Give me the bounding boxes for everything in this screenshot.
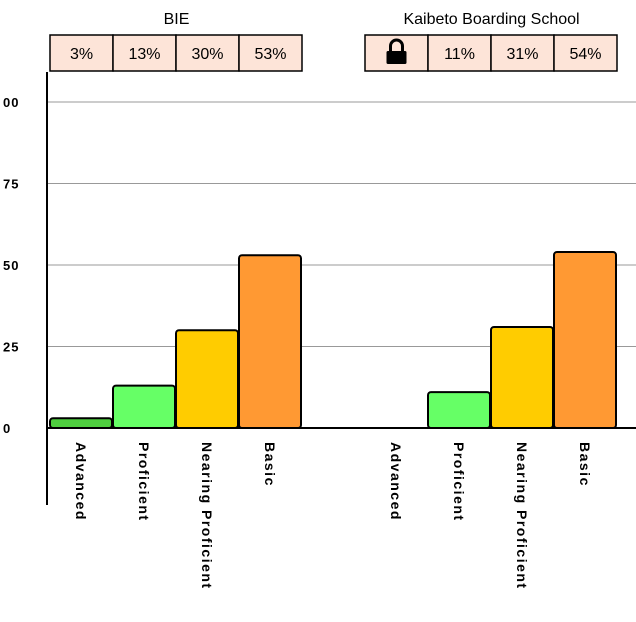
percent-label: 11% [444, 46, 475, 63]
category-label: Proficient [136, 442, 152, 522]
group-title: Kaibeto Boarding School [403, 11, 579, 28]
grid-lines [47, 101, 636, 347]
y-tick-label: 75 [3, 177, 19, 192]
percent-label: 30% [191, 46, 223, 63]
category-label: Basic [577, 442, 593, 487]
bar [238, 254, 302, 429]
bar [175, 329, 239, 430]
lock-body [386, 51, 407, 64]
percent-cell [49, 34, 114, 72]
percent-label: 53% [254, 46, 286, 63]
bar [49, 417, 113, 430]
percent-label: 31% [506, 46, 538, 63]
percent-label: 3% [70, 46, 93, 63]
percent-cell [553, 34, 618, 72]
percent-label: 54% [569, 46, 601, 63]
bar [553, 250, 617, 429]
y-tick-label: 00 [3, 95, 19, 110]
percent-cell [238, 34, 303, 72]
bar [427, 391, 491, 430]
category-label: Nearing Proficient [514, 442, 530, 590]
bar-group: Kaibeto Boarding School 11% 31% 54% Advanced… [364, 11, 618, 590]
lock-icon [386, 38, 407, 64]
percent-cell [490, 34, 555, 72]
lock-shackle [389, 38, 404, 51]
y-axis: 0 25 50 75 00 [3, 72, 636, 505]
bar [490, 325, 554, 429]
chart-groups: BIE 3% 13% 30% 53% Advanced Proficient Nearing … [49, 11, 618, 590]
percent-label: 13% [128, 46, 160, 63]
category-label: Advanced [73, 442, 89, 521]
percent-cell [427, 34, 492, 72]
category-label: Basic [262, 442, 278, 487]
category-label: Advanced [388, 442, 404, 521]
group-title: BIE [164, 11, 190, 28]
bar-group: BIE 3% 13% 30% 53% Advanced Proficient Nearing … [49, 11, 303, 590]
y-tick-label: 50 [3, 258, 19, 273]
y-tick-label: 0 [3, 421, 11, 436]
y-tick-label: 25 [3, 340, 19, 355]
category-label: Nearing Proficient [199, 442, 215, 590]
category-label: Proficient [451, 442, 467, 522]
bar [112, 384, 176, 429]
